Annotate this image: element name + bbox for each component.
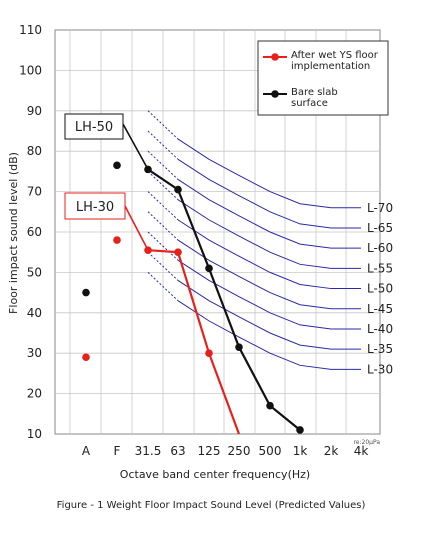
data-point: [82, 288, 90, 297]
reference-curve-label: L-65: [367, 221, 393, 235]
reference-curve: [177, 179, 361, 249]
x-axis-title: Octave band center frequency(Hz): [120, 468, 310, 481]
reference-curve: [177, 199, 361, 269]
y-axis-title: Floor impact sound level (dB): [7, 152, 20, 314]
reference-curve-dashed: [147, 272, 179, 302]
y-tick-label: 90: [27, 104, 42, 118]
reference-curve: [177, 259, 361, 330]
reference-curve-dashed: [147, 150, 179, 180]
reference-curve-dashed: [147, 130, 179, 160]
reference-curves: L-70 L-65 L-60 L-55 L-50 L-45 L-40 L-35 L-30: [147, 110, 393, 376]
reference-curve-label: L-55: [367, 261, 393, 275]
lh30-leader: [124, 205, 149, 251]
lh50-leader: [122, 123, 149, 170]
x-tick-label: F: [114, 444, 121, 458]
y-tick-label: 100: [19, 63, 42, 77]
reference-curve-label: L-35: [367, 342, 393, 356]
lh50-box: LH-50: [64, 113, 124, 140]
reference-curve: [177, 158, 361, 229]
y-tick-label: 80: [27, 144, 42, 158]
y-tick-label: 40: [27, 306, 42, 320]
x-tick-label: 2k: [324, 444, 339, 458]
reference-curve-dashed: [147, 171, 179, 201]
data-point: [205, 264, 213, 273]
x-tick-label: 63: [170, 444, 185, 458]
lh30-box: LH-30: [64, 192, 126, 220]
y-tick-label: 50: [27, 265, 42, 279]
x-tick-label: A: [82, 444, 91, 458]
reference-curve-label: L-40: [367, 322, 393, 336]
x-tick-label: 31.5: [135, 444, 162, 458]
x-tick-label: 250: [228, 444, 251, 458]
ref-note: re:20μPa: [353, 439, 380, 446]
x-tick-label: 500: [259, 444, 282, 458]
lh50-box-frame: [64, 113, 124, 140]
series-line: [147, 249, 241, 435]
reference-curve-dashed: [147, 251, 179, 281]
x-tick-label: 125: [198, 444, 221, 458]
reference-curve-label: L-30: [367, 362, 393, 376]
data-point: [266, 401, 274, 410]
gridlines: [55, 30, 380, 434]
data-point: [174, 185, 182, 194]
reference-curve: [177, 300, 361, 370]
reference-curve: [177, 280, 361, 350]
y-tick-label: 30: [27, 346, 42, 360]
y-tick-label: 20: [27, 387, 42, 401]
reference-curve: [177, 219, 361, 290]
series-line: [147, 168, 301, 431]
x-tick-label: 4k: [354, 444, 369, 458]
data-series: [82, 123, 304, 435]
y-tick-label: 60: [27, 225, 42, 239]
reference-curve: [177, 239, 361, 310]
legend-label-red-line1: After wet YS floor: [291, 50, 379, 61]
data-point: [296, 426, 304, 434]
y-tick-labels: 10 20 30 40 50 60 70 80 90 100 110: [19, 23, 42, 441]
legend-label-black: Bare slab surface: [291, 87, 341, 109]
legend-frame: [257, 40, 389, 116]
reference-curve: [177, 138, 361, 209]
data-point: [82, 353, 90, 362]
y-tick-label: 10: [27, 427, 42, 441]
data-point: [174, 248, 182, 256]
reference-curve-label: L-50: [367, 282, 393, 296]
y-tick-label: 110: [19, 23, 42, 37]
reference-curve-dashed: [147, 211, 179, 241]
legend-label-red: After wet YS floor implementation: [291, 50, 381, 72]
data-point: [113, 236, 121, 244]
data-point: [113, 161, 121, 170]
lh50-box-label: LH-50: [75, 120, 113, 135]
reference-curve-label: L-45: [367, 302, 393, 316]
reference-curve-label: L-60: [367, 241, 393, 255]
x-tick-label: 1k: [293, 444, 308, 458]
data-point: [235, 343, 243, 351]
y-tick-label: 70: [27, 185, 42, 199]
lh30-box-frame: [64, 192, 126, 220]
legend-label-red-line2: implementation: [291, 61, 370, 72]
legend-swatch-red-dot: [271, 53, 279, 61]
x-tick-labels: A F 31.5 63 125 250 500 1k 2k 4k: [82, 444, 368, 458]
data-point: [205, 349, 213, 358]
legend-label-black-line2: surface: [291, 98, 328, 109]
reference-curve-label: L-70: [367, 201, 393, 215]
legend-swatch-black-dot: [271, 90, 279, 98]
reference-curve-dashed: [147, 231, 179, 261]
legend-label-black-line1: Bare slab: [291, 87, 338, 98]
figure-caption: Figure - 1 Weight Floor Impact Sound Lev…: [56, 500, 366, 511]
reference-curve-dashed: [147, 110, 179, 140]
lh30-box-label: LH-30: [76, 200, 114, 215]
reference-curve-dashed: [147, 191, 179, 221]
legend: After wet YS floor implementation Bare s…: [257, 40, 389, 116]
